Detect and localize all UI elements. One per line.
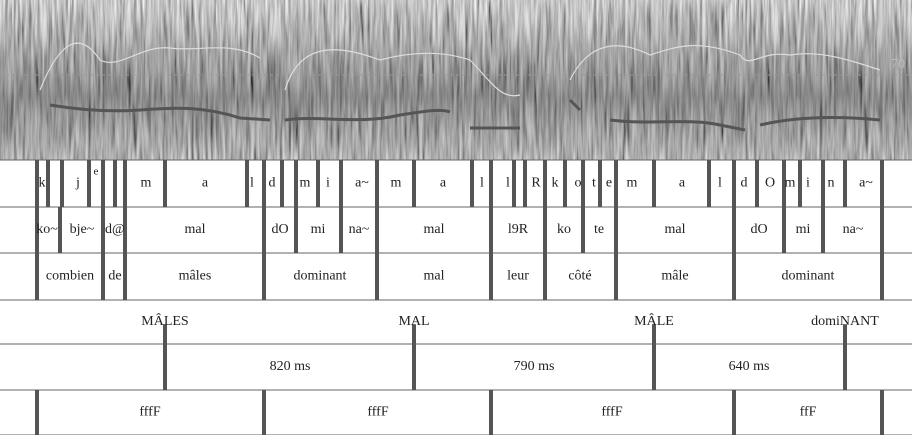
- tier-label: o: [575, 176, 582, 191]
- annotation-view: 70 kjemaldmia~mallRkotemaldOmina~ko~bje~…: [0, 0, 912, 435]
- tier-label: combien: [46, 269, 94, 284]
- tier-label: ffF: [800, 405, 817, 420]
- spectrogram: 70: [0, 0, 912, 160]
- tier-label: 790 ms: [514, 359, 555, 374]
- tier-label: fffF: [601, 405, 622, 420]
- tier-label: k: [39, 176, 46, 191]
- tier-label: k: [552, 176, 559, 191]
- tier-label: d: [741, 176, 748, 191]
- tier-label: m: [391, 176, 402, 191]
- tier-label: m: [300, 176, 311, 191]
- tier-label: de: [108, 269, 121, 284]
- tier-label: mi: [796, 222, 811, 237]
- tier-label: mi: [311, 222, 326, 237]
- tier-label: mal: [424, 222, 445, 237]
- tier-label: l9R: [508, 222, 529, 237]
- tier-label: m: [785, 176, 796, 191]
- tier-label: l: [250, 176, 254, 191]
- tier-label: dO: [271, 222, 288, 237]
- tier-label: mal: [185, 222, 206, 237]
- tier-label: 820 ms: [270, 359, 311, 374]
- scale-label: 70: [891, 57, 905, 72]
- tier-label: m: [627, 176, 638, 191]
- tier-label: j: [75, 176, 80, 191]
- tier-label: mal: [665, 222, 686, 237]
- tier-label: l: [506, 176, 510, 191]
- tier-label: leur: [507, 269, 529, 284]
- tier-label: n: [828, 176, 835, 191]
- tier-label: mâle: [661, 269, 688, 284]
- tier-label: e: [94, 166, 99, 178]
- tier-label: bje~: [70, 222, 95, 237]
- tier-label: t: [592, 176, 596, 191]
- tier-label: na~: [843, 222, 864, 237]
- tier-label: a~: [859, 176, 873, 191]
- tier-label: ko~: [36, 222, 58, 237]
- tier-label: i: [806, 176, 810, 191]
- tier-label: dO: [750, 222, 767, 237]
- tier-label: mal: [424, 269, 445, 284]
- tier-label: O: [765, 176, 775, 191]
- tier-label: te: [594, 222, 604, 237]
- tier-label: domiNANT: [811, 314, 879, 329]
- tier-label: d@: [105, 222, 125, 237]
- tier-label: côté: [568, 269, 591, 284]
- tier-label: ko: [557, 222, 571, 237]
- tier-label: m: [141, 176, 152, 191]
- tier-label: a: [202, 176, 209, 191]
- tier-label: MÂLE: [634, 312, 674, 329]
- tier-label: dominant: [782, 269, 835, 284]
- tier-label: MAL: [398, 314, 429, 329]
- tier-label: mâles: [179, 269, 212, 284]
- tier-label: a: [679, 176, 686, 191]
- tier-label: a: [440, 176, 447, 191]
- tier-label: dominant: [294, 269, 347, 284]
- tier-label: d: [269, 176, 276, 191]
- tier-label: MÂLES: [141, 312, 188, 329]
- tier-label: l: [718, 176, 722, 191]
- tier-label: na~: [349, 222, 370, 237]
- tier-label: R: [531, 176, 541, 191]
- tier-label: fffF: [139, 405, 160, 420]
- tier-label: 640 ms: [729, 359, 770, 374]
- tier-label: i: [326, 176, 330, 191]
- tier-label: e: [606, 176, 612, 191]
- tier-label: l: [480, 176, 484, 191]
- tier-label: a~: [355, 176, 369, 191]
- tier-label: fffF: [367, 405, 388, 420]
